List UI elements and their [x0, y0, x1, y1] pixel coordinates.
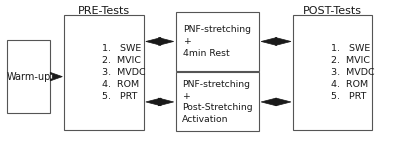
FancyBboxPatch shape — [64, 15, 144, 130]
FancyBboxPatch shape — [293, 15, 373, 130]
Polygon shape — [50, 72, 62, 81]
FancyBboxPatch shape — [176, 12, 259, 71]
Text: 1.   SWE
2.  MVIC
3.  MVDC
4.  ROM
5.   PRT: 1. SWE 2. MVIC 3. MVDC 4. ROM 5. PRT — [331, 44, 375, 101]
Text: PRE-Tests: PRE-Tests — [78, 6, 130, 16]
Text: POST-Tests: POST-Tests — [303, 6, 362, 16]
FancyBboxPatch shape — [176, 72, 259, 131]
Text: Warm-up: Warm-up — [6, 72, 51, 82]
Polygon shape — [261, 98, 291, 106]
Polygon shape — [261, 38, 291, 45]
Polygon shape — [146, 98, 174, 106]
Polygon shape — [146, 38, 174, 45]
Text: 1.   SWE
2.  MVIC
3.  MVDC
4.  ROM
5.   PRT: 1. SWE 2. MVIC 3. MVDC 4. ROM 5. PRT — [102, 44, 146, 101]
FancyBboxPatch shape — [7, 40, 51, 113]
Text: PNF-stretching
+
Post-Stretching
Activation: PNF-stretching + Post-Stretching Activat… — [182, 80, 253, 124]
Text: PNF-stretching
+
4min Rest: PNF-stretching + 4min Rest — [183, 25, 251, 58]
